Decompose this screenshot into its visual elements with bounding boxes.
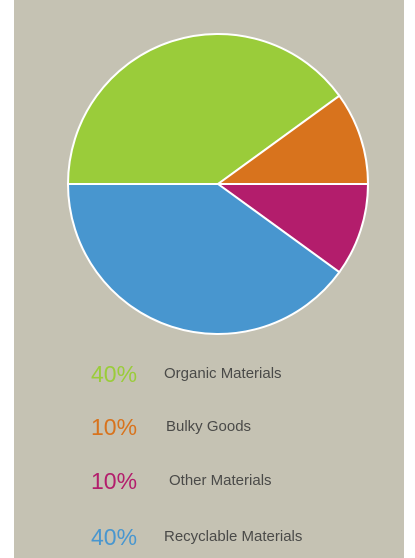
chart-panel: 40% Organic Materials 10% Bulky Goods 10…: [14, 0, 404, 558]
legend-percent: 10%: [91, 414, 138, 440]
slice-other: [214, 183, 370, 274]
legend-label: Recyclable Materials: [164, 528, 303, 545]
legend-percent: 40%: [91, 524, 138, 550]
legend-item-bulky: 10% Bulky Goods: [14, 411, 404, 443]
legend-label: Organic Materials: [164, 365, 282, 382]
legend-item-recyclable: 40% Recyclable Materials: [14, 521, 404, 553]
legend-percent: 40%: [91, 361, 138, 387]
legend-percent: 10%: [91, 468, 138, 494]
legend-item-organic: 40% Organic Materials: [14, 358, 404, 390]
legend-item-other: 10% Other Materials: [14, 465, 404, 497]
pie-chart: [66, 33, 370, 335]
legend-label: Other Materials: [169, 472, 272, 489]
slice-recyclable: [66, 183, 341, 335]
slice-bulky: [214, 94, 370, 185]
legend-label: Bulky Goods: [166, 418, 252, 435]
slice-organic: [66, 33, 341, 185]
